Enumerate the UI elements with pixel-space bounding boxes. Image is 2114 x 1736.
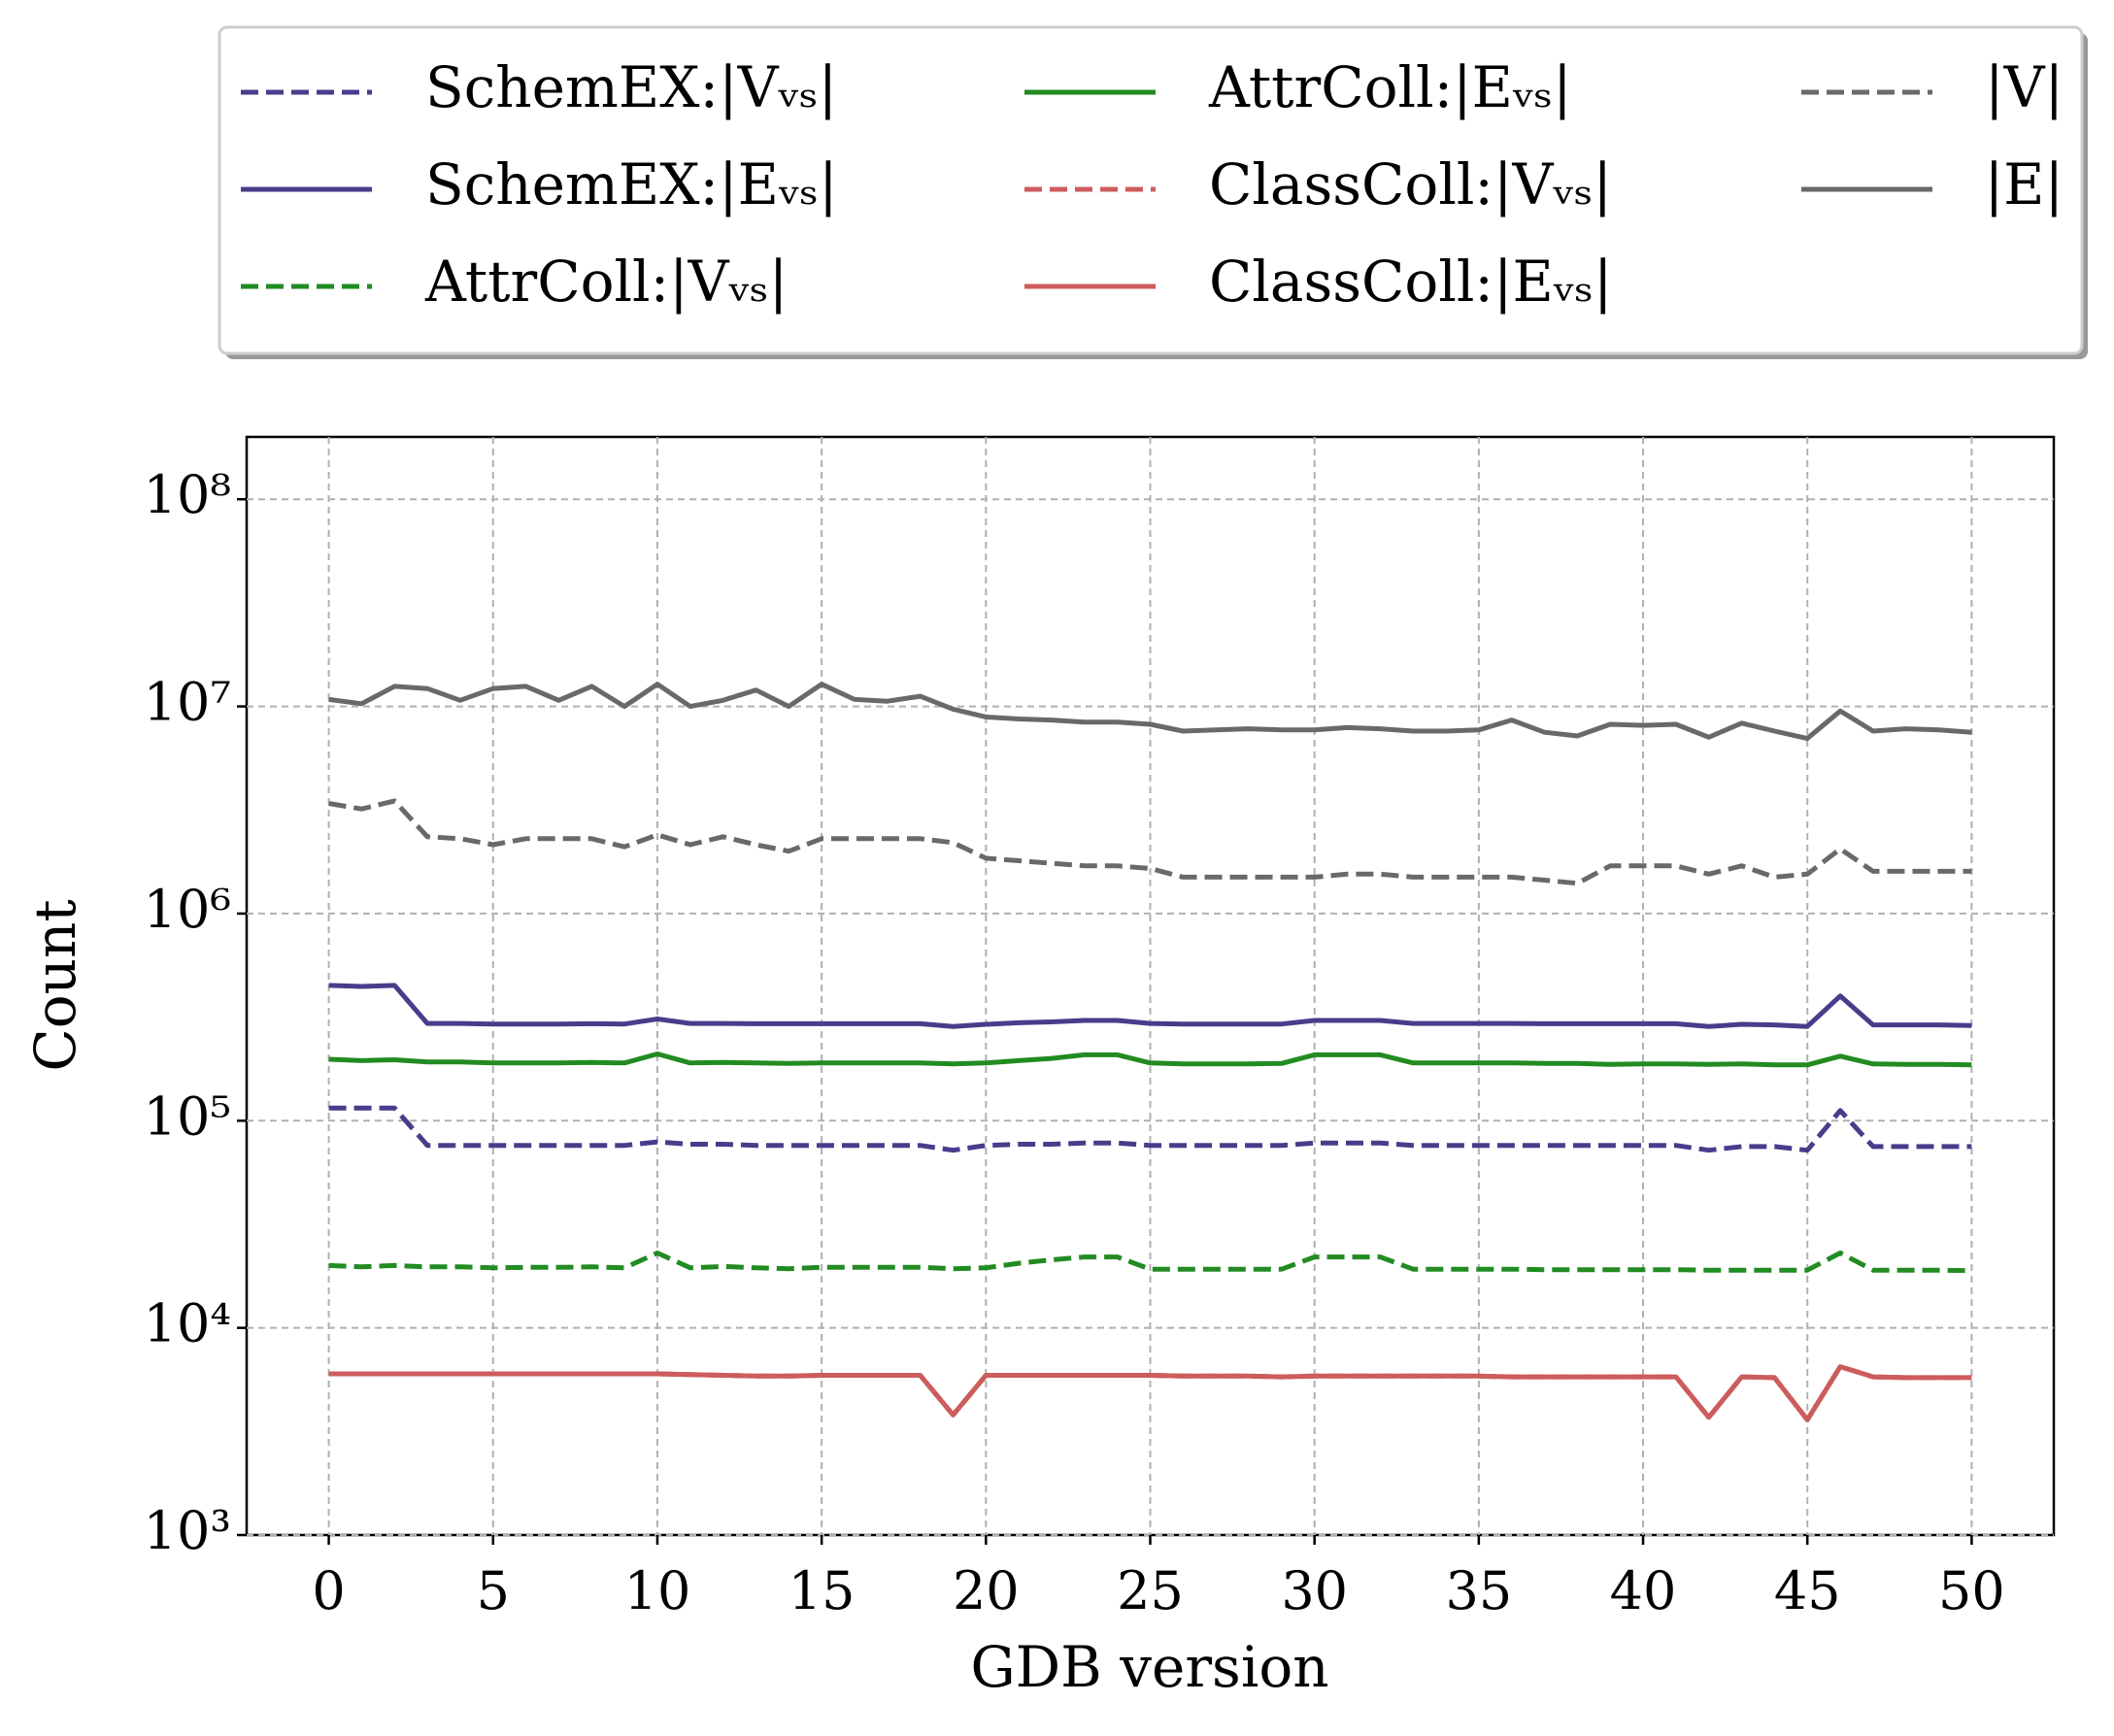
y-tick-label: 10⁵ — [144, 1085, 231, 1147]
legend-label: AttrColl:|Vᵥₛ| — [424, 249, 788, 315]
x-tick-label: 10 — [624, 1560, 691, 1621]
x-tick-label: 0 — [312, 1560, 345, 1621]
legend-label: AttrColl:|Eᵥₛ| — [1208, 54, 1572, 120]
series-line — [328, 983, 1972, 1029]
x-tick-label: 15 — [789, 1560, 856, 1621]
x-tick-label: 5 — [477, 1560, 510, 1621]
legend-label: SchemEX:|Eᵥₛ| — [425, 151, 838, 217]
y-tick-label: 10⁴ — [144, 1293, 231, 1354]
y-tick-label: 10⁷ — [144, 672, 231, 733]
y-tick-label: 10⁶ — [144, 879, 231, 940]
x-tick-label: 25 — [1117, 1560, 1184, 1621]
x-tick-label: 40 — [1610, 1560, 1677, 1621]
legend-label: SchemEX:|Vᵥₛ| — [425, 54, 837, 120]
y-tick-label: 10⁸ — [144, 464, 231, 525]
series-line — [328, 798, 1972, 886]
legend-label: ClassColl:|Eᵥₛ| — [1209, 249, 1613, 315]
legend: SchemEX:|Vᵥₛ| SchemEX:|Eᵥₛ| AttrColl:|Vᵥₛ|… — [241, 54, 2064, 315]
series-line — [328, 1364, 1972, 1422]
x-tick-label: 50 — [1938, 1560, 2005, 1621]
y-axis-label: Count — [22, 899, 88, 1071]
x-tick-label: 30 — [1281, 1560, 1348, 1621]
y-tick-label: 10³ — [144, 1500, 231, 1561]
legend-label: |E| — [1985, 151, 2064, 217]
legend-label: |V| — [1985, 54, 2064, 120]
x-tick-label: 35 — [1446, 1560, 1513, 1621]
x-tick-label: 20 — [953, 1560, 1020, 1621]
legend-label: ClassColl:|Vᵥₛ| — [1209, 151, 1612, 217]
series-line — [328, 1105, 1972, 1153]
series-line — [328, 1052, 1972, 1068]
x-tick-label: 45 — [1774, 1560, 1841, 1621]
series-line — [328, 682, 1972, 742]
x-axis-label: GDB version — [970, 1634, 1328, 1700]
